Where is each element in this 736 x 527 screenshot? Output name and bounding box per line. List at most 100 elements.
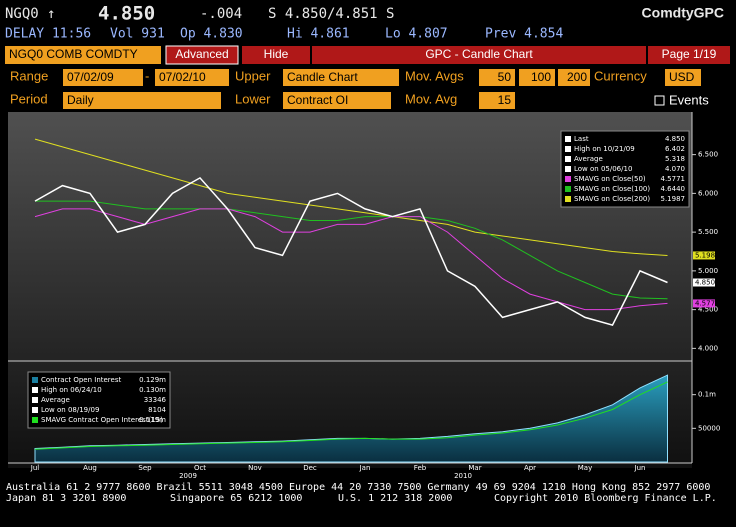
y-tick-label: 4.000: [698, 344, 718, 352]
input[interactable]: [63, 92, 221, 109]
upper: Candle Chart: [287, 70, 358, 84]
currency-label: Currency: [594, 68, 647, 83]
legend-label: Last: [574, 135, 589, 143]
low: Lo 4.807: [385, 27, 448, 42]
change: -.004: [200, 6, 242, 22]
legend-swatch: [565, 186, 571, 192]
legend-label: SMAVG Contract Open Interest(15): [41, 416, 163, 424]
footer-line: Australia 61 2 9777 8600 Brazil 5511 304…: [6, 482, 710, 493]
x-tick-label: Oct: [194, 464, 206, 472]
input[interactable]: [283, 69, 399, 86]
title-bar: [312, 46, 646, 64]
oi-sma-line: [34, 381, 668, 450]
legend-label: Low on 08/19/09: [41, 406, 99, 414]
security: NGQ0 COMB COMDTY: [9, 47, 138, 61]
y-tick-label: 0.1m: [698, 391, 716, 399]
footer-item: Japan 81 3 3201 8900: [6, 493, 126, 504]
legend-swatch: [565, 176, 571, 182]
legend-label: High on 06/24/10: [41, 386, 102, 394]
range-end: 07/02/10: [159, 70, 206, 84]
range-start: 07/02/09: [67, 70, 114, 84]
x-tick-label: Nov: [248, 464, 262, 472]
advanced-button[interactable]: [165, 45, 239, 65]
x-tick-label: Jan: [359, 464, 371, 472]
y-tick-label: 5.000: [698, 267, 718, 275]
legend-label: SMAVG on Close(200): [574, 195, 650, 203]
legend-label: SMAVG on Close(50): [574, 175, 646, 183]
x-tick-label: Jul: [30, 464, 40, 472]
input[interactable]: [665, 69, 701, 86]
legend-value: 0.129m: [139, 376, 166, 384]
legend-value: 33346: [144, 396, 167, 404]
legend-label: High on 10/21/09: [574, 145, 635, 153]
mov-avg-1: 50: [498, 70, 512, 84]
mov-avg-label: Mov. Avg: [405, 91, 457, 106]
y-tick-label: 50000: [698, 424, 720, 432]
value-flag: [693, 299, 715, 308]
legend-swatch: [32, 407, 38, 413]
x-tick-label: Dec: [303, 464, 317, 472]
legend-label: SMAVG on Close(100): [574, 185, 650, 193]
function: ComdtyGPC: [642, 5, 724, 21]
input[interactable]: [479, 92, 515, 109]
legend-swatch: [565, 196, 571, 202]
legend-value: 8104: [148, 406, 166, 414]
sma-line: [34, 208, 668, 311]
input[interactable]: [155, 69, 229, 86]
legend-box: [560, 130, 690, 208]
range-sep: -: [145, 68, 149, 83]
legend-value: 0.130m: [139, 386, 166, 394]
legend-value: 0.119m: [139, 416, 166, 424]
legend-value: 4.850: [665, 135, 685, 143]
legend-label: Average: [574, 155, 603, 163]
footer-item: U.S. 1 212 318 2000: [338, 493, 452, 504]
legend-swatch: [32, 417, 38, 423]
close-line: [34, 176, 668, 326]
hide-button[interactable]: [242, 46, 310, 64]
input[interactable]: [519, 69, 555, 86]
sma-line: [34, 138, 668, 256]
period-label: Period: [10, 91, 48, 106]
sma-line: [35, 200, 668, 300]
high: Hi 4.861: [287, 27, 350, 42]
y-tick-label: 6.500: [698, 151, 718, 159]
mov-avg-2: 100: [531, 70, 551, 84]
mov-avgs-label: Mov. Avgs: [405, 68, 464, 83]
security-box[interactable]: [5, 46, 161, 64]
open: Op 4.830: [180, 27, 243, 42]
page-box: [648, 46, 730, 64]
last-price: 4.850: [98, 3, 155, 25]
input[interactable]: [283, 92, 391, 109]
legend-swatch: [565, 156, 571, 162]
legend-value: 4.070: [665, 165, 685, 173]
input[interactable]: [63, 69, 143, 86]
input[interactable]: [558, 69, 590, 86]
events-checkbox[interactable]: [654, 95, 665, 106]
year-label: 2009: [179, 472, 197, 480]
prev: Prev 4.854: [485, 27, 563, 42]
value-flag: [693, 278, 715, 287]
hide: Hide: [264, 47, 289, 61]
page: Page 1/19: [662, 47, 717, 61]
legend-value: 4.6440: [661, 185, 686, 193]
legend-swatch: [32, 397, 38, 403]
footer-item: Copyright 2010 Bloomberg Finance L.P.: [494, 493, 717, 504]
bid-ask: S 4.850/4.851 S: [268, 6, 394, 22]
volume: Vol 931: [110, 27, 165, 42]
input[interactable]: [479, 69, 515, 86]
period: Daily: [67, 93, 94, 107]
lower: Contract OI: [287, 93, 348, 107]
value-flag: [693, 251, 715, 260]
y-tick-label: 6.000: [698, 189, 718, 197]
legend-label: Contract Open Interest: [41, 376, 121, 384]
legend-value: 6.402: [665, 145, 685, 153]
legend-value: 5.318: [665, 155, 685, 163]
ticker: NGQ0 ↑: [5, 6, 56, 22]
x-tick-label: Jun: [634, 464, 646, 472]
value-flag-label: 5.1987: [695, 251, 720, 259]
legend-box: [27, 371, 171, 429]
legend-label: Average: [41, 396, 70, 404]
currency: USD: [669, 70, 695, 84]
mov-avg: 15: [498, 93, 512, 107]
